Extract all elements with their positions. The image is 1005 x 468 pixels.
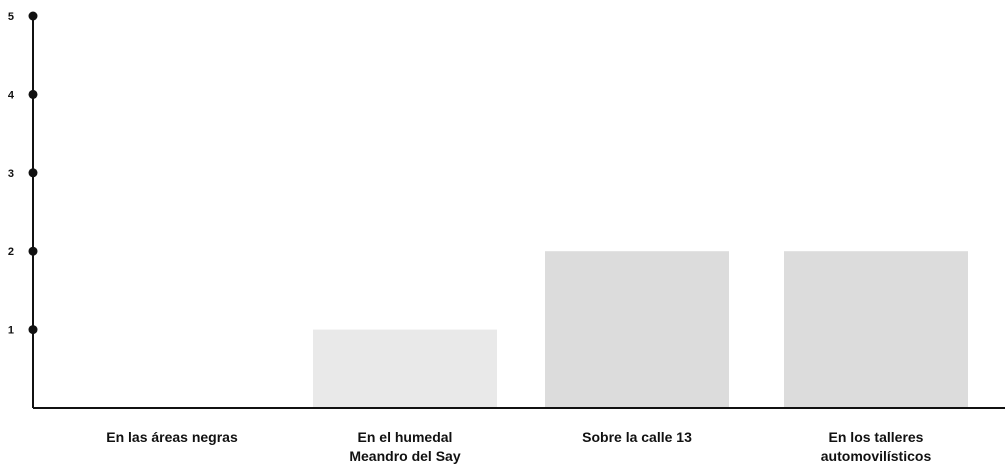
bar-1 xyxy=(313,329,497,408)
x-category-label-line: En el humedal xyxy=(358,429,453,445)
y-tick-label-1: 1 xyxy=(8,325,14,337)
x-category-label-line: Meandro del Say xyxy=(349,448,460,464)
y-ticks-layer: 1 2 3 4 5 xyxy=(8,11,38,337)
x-labels-layer: En las áreas negras En el humedal Meandro … xyxy=(106,429,931,464)
y-tick-label-2: 2 xyxy=(8,246,14,258)
bars-layer xyxy=(313,251,968,408)
x-category-label-1: En el humedal Meandro del Say xyxy=(349,429,460,464)
y-tick-dot-2 xyxy=(28,246,38,256)
x-category-label-line: En las áreas negras xyxy=(106,429,238,445)
y-tick-label-4: 4 xyxy=(8,89,15,101)
bar-3 xyxy=(784,251,968,408)
x-category-label-2: Sobre la calle 13 xyxy=(582,429,692,445)
x-category-label-3: En los talleres automovilísticos xyxy=(821,429,932,464)
y-tick-dot-5 xyxy=(28,11,38,21)
x-category-label-0: En las áreas negras xyxy=(106,429,238,445)
y-tick-label-3: 3 xyxy=(8,168,14,180)
bar-2 xyxy=(545,251,729,408)
x-category-label-line: En los talleres xyxy=(829,429,924,445)
y-tick-dot-3 xyxy=(28,168,38,178)
x-category-label-line: Sobre la calle 13 xyxy=(582,429,692,445)
y-tick-dot-1 xyxy=(28,325,38,335)
y-tick-dot-4 xyxy=(28,89,38,99)
y-tick-label-5: 5 xyxy=(8,11,14,23)
x-category-label-line: automovilísticos xyxy=(821,448,932,464)
